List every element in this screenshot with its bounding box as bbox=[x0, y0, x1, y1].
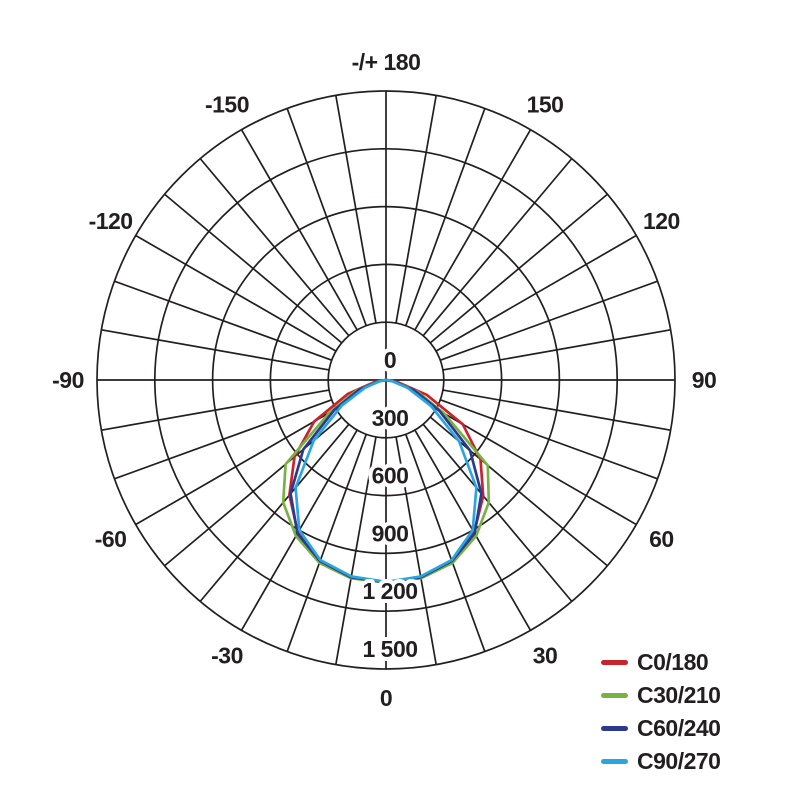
grid-spoke bbox=[334, 436, 377, 665]
legend-label-c30-210: C30/210 bbox=[637, 682, 721, 708]
grid-spoke bbox=[442, 389, 671, 432]
legend-label-c90-270: C90/270 bbox=[637, 748, 721, 774]
grid-spoke bbox=[286, 108, 368, 326]
legend: C0/180 C30/210 C60/240 C90/270 bbox=[601, 646, 721, 778]
legend-swatch-c0-180-icon bbox=[601, 660, 628, 665]
grid-spoke bbox=[334, 95, 377, 324]
grid-spoke bbox=[435, 408, 637, 526]
angle-label: 150 bbox=[527, 92, 564, 118]
grid-spoke bbox=[101, 389, 330, 432]
radial-label: 900 bbox=[372, 520, 409, 546]
grid-spoke bbox=[135, 234, 337, 352]
angle-label: -60 bbox=[95, 526, 127, 552]
angle-label: 0 bbox=[380, 685, 392, 711]
legend-swatch-c30-210-icon bbox=[601, 693, 628, 698]
grid-spoke bbox=[199, 158, 350, 337]
legend-swatch-c60-240-icon bbox=[601, 726, 628, 731]
grid-spoke bbox=[422, 423, 573, 602]
angle-label: 90 bbox=[692, 367, 717, 393]
legend-item-c0-180: C0/180 bbox=[601, 646, 720, 679]
angle-label: 120 bbox=[643, 208, 680, 234]
grid-spoke bbox=[135, 408, 337, 526]
legend-label-c0-180: C0/180 bbox=[637, 649, 709, 675]
grid-spoke bbox=[440, 398, 658, 480]
grid-spoke bbox=[435, 234, 637, 352]
grid-spoke bbox=[422, 158, 573, 337]
legend-label-c60-240: C60/240 bbox=[637, 715, 721, 741]
grid-spoke bbox=[442, 328, 671, 371]
legend-item-c30-210: C30/210 bbox=[601, 679, 721, 712]
grid-spoke bbox=[395, 436, 438, 665]
grid-spoke bbox=[395, 95, 438, 324]
curve-c90-270 bbox=[294, 378, 478, 584]
legend-swatch-c90-270-icon bbox=[601, 759, 628, 764]
radial-label: 600 bbox=[372, 463, 409, 489]
grid-spoke bbox=[286, 434, 368, 652]
grid-spoke bbox=[199, 423, 350, 602]
grid-spoke bbox=[164, 193, 343, 344]
grid-spoke bbox=[240, 129, 358, 331]
legend-item-c60-240: C60/240 bbox=[601, 712, 721, 745]
angle-label: -120 bbox=[89, 208, 133, 234]
grid-spoke bbox=[429, 193, 608, 344]
grid-spoke bbox=[114, 280, 332, 362]
angle-label: -/+ 180 bbox=[352, 49, 421, 75]
grid-spoke bbox=[404, 108, 486, 326]
legend-item-c90-270: C90/270 bbox=[601, 745, 721, 778]
radial-label: 1 500 bbox=[362, 636, 417, 662]
radial-label: 0 bbox=[384, 347, 396, 373]
grid-spoke bbox=[101, 328, 330, 371]
grid-spoke bbox=[414, 129, 532, 331]
radial-label: 1 200 bbox=[362, 578, 417, 604]
grid-spoke bbox=[440, 280, 658, 362]
radial-label: 300 bbox=[372, 405, 409, 431]
grid-spoke bbox=[404, 434, 486, 652]
angle-label: -90 bbox=[52, 367, 84, 393]
grid-spoke bbox=[114, 398, 332, 480]
angle-label: 30 bbox=[533, 642, 558, 668]
angle-label: -30 bbox=[211, 642, 243, 668]
angle-label: 60 bbox=[649, 526, 674, 552]
angle-label: -150 bbox=[205, 92, 249, 118]
